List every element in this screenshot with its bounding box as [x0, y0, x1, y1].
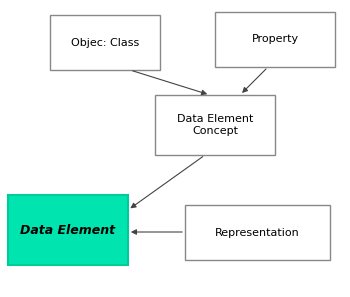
- Bar: [50, 15, 160, 70]
- Bar: [155, 95, 275, 155]
- Text: Objec: Class: Objec: Class: [71, 37, 139, 48]
- Bar: [215, 12, 335, 67]
- Text: Data Element
Concept: Data Element Concept: [177, 114, 253, 136]
- Text: Property: Property: [251, 34, 299, 45]
- Text: Representation: Representation: [215, 228, 300, 238]
- Bar: [185, 205, 330, 260]
- Text: Data Element: Data Element: [20, 224, 116, 236]
- Bar: [8, 195, 128, 265]
